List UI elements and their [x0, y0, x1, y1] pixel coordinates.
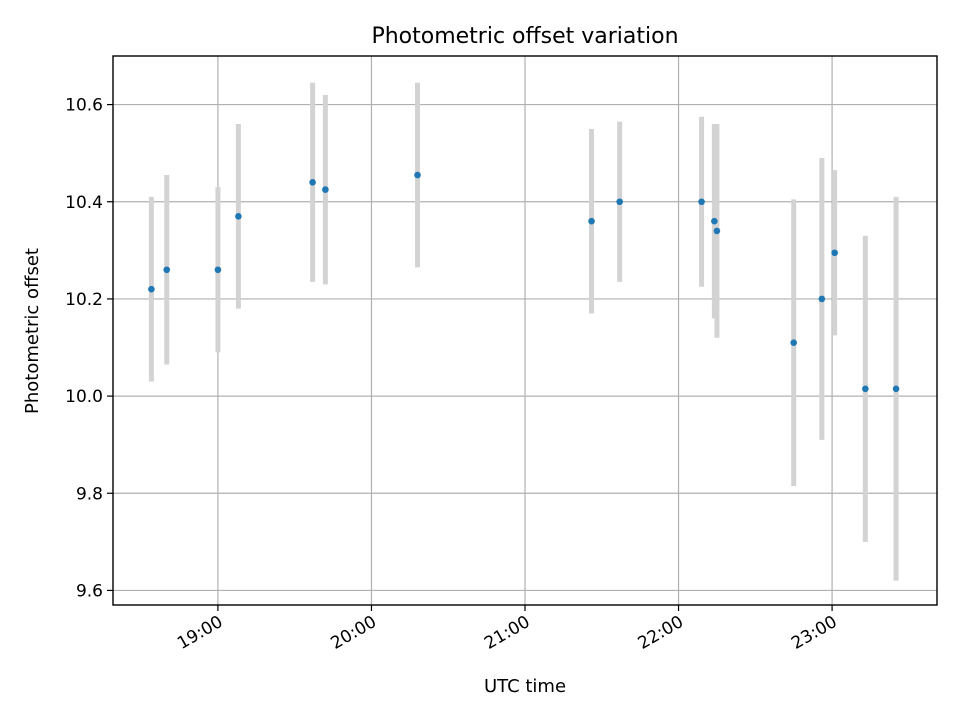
y-tick-label: 9.6 — [76, 581, 103, 601]
data-points — [148, 171, 900, 393]
y-tick-label: 10.4 — [65, 193, 103, 213]
y-tick-label: 10.2 — [65, 290, 103, 310]
data-point — [616, 198, 623, 206]
data-point — [713, 227, 721, 235]
x-tick-label: 20:00 — [328, 612, 380, 654]
y-tick-label: 9.8 — [76, 484, 103, 504]
x-tick-label: 19:00 — [174, 612, 226, 654]
data-point — [163, 266, 171, 274]
x-tick-label: 21:00 — [481, 612, 533, 654]
data-point — [588, 217, 595, 225]
x-axis-label: UTC time — [484, 676, 566, 697]
data-point — [698, 198, 705, 206]
data-point — [235, 213, 242, 220]
y-axis-label: Photometric offset — [22, 248, 43, 414]
data-point — [148, 285, 155, 293]
axis-ticks: 19:00 20:00 21:00 22:00 23:00 9.6 9.8 10.0 10.2 1… — [65, 96, 840, 654]
data-point — [892, 385, 900, 393]
data-point — [831, 249, 838, 257]
data-point — [862, 385, 869, 393]
data-point — [309, 179, 316, 186]
x-tick-label: 22:00 — [635, 612, 687, 654]
y-tick-label: 10.0 — [65, 387, 103, 407]
data-point — [214, 266, 222, 274]
y-tick-label: 10.6 — [65, 96, 103, 116]
data-point — [414, 171, 421, 179]
data-point — [790, 339, 797, 346]
error-bars — [148, 82, 899, 581]
data-point — [711, 217, 718, 225]
grid — [113, 56, 937, 605]
chart-title: Photometric offset variation — [371, 24, 678, 49]
data-point — [322, 186, 329, 193]
x-tick-label: 23:00 — [788, 612, 840, 654]
data-point — [818, 295, 826, 303]
